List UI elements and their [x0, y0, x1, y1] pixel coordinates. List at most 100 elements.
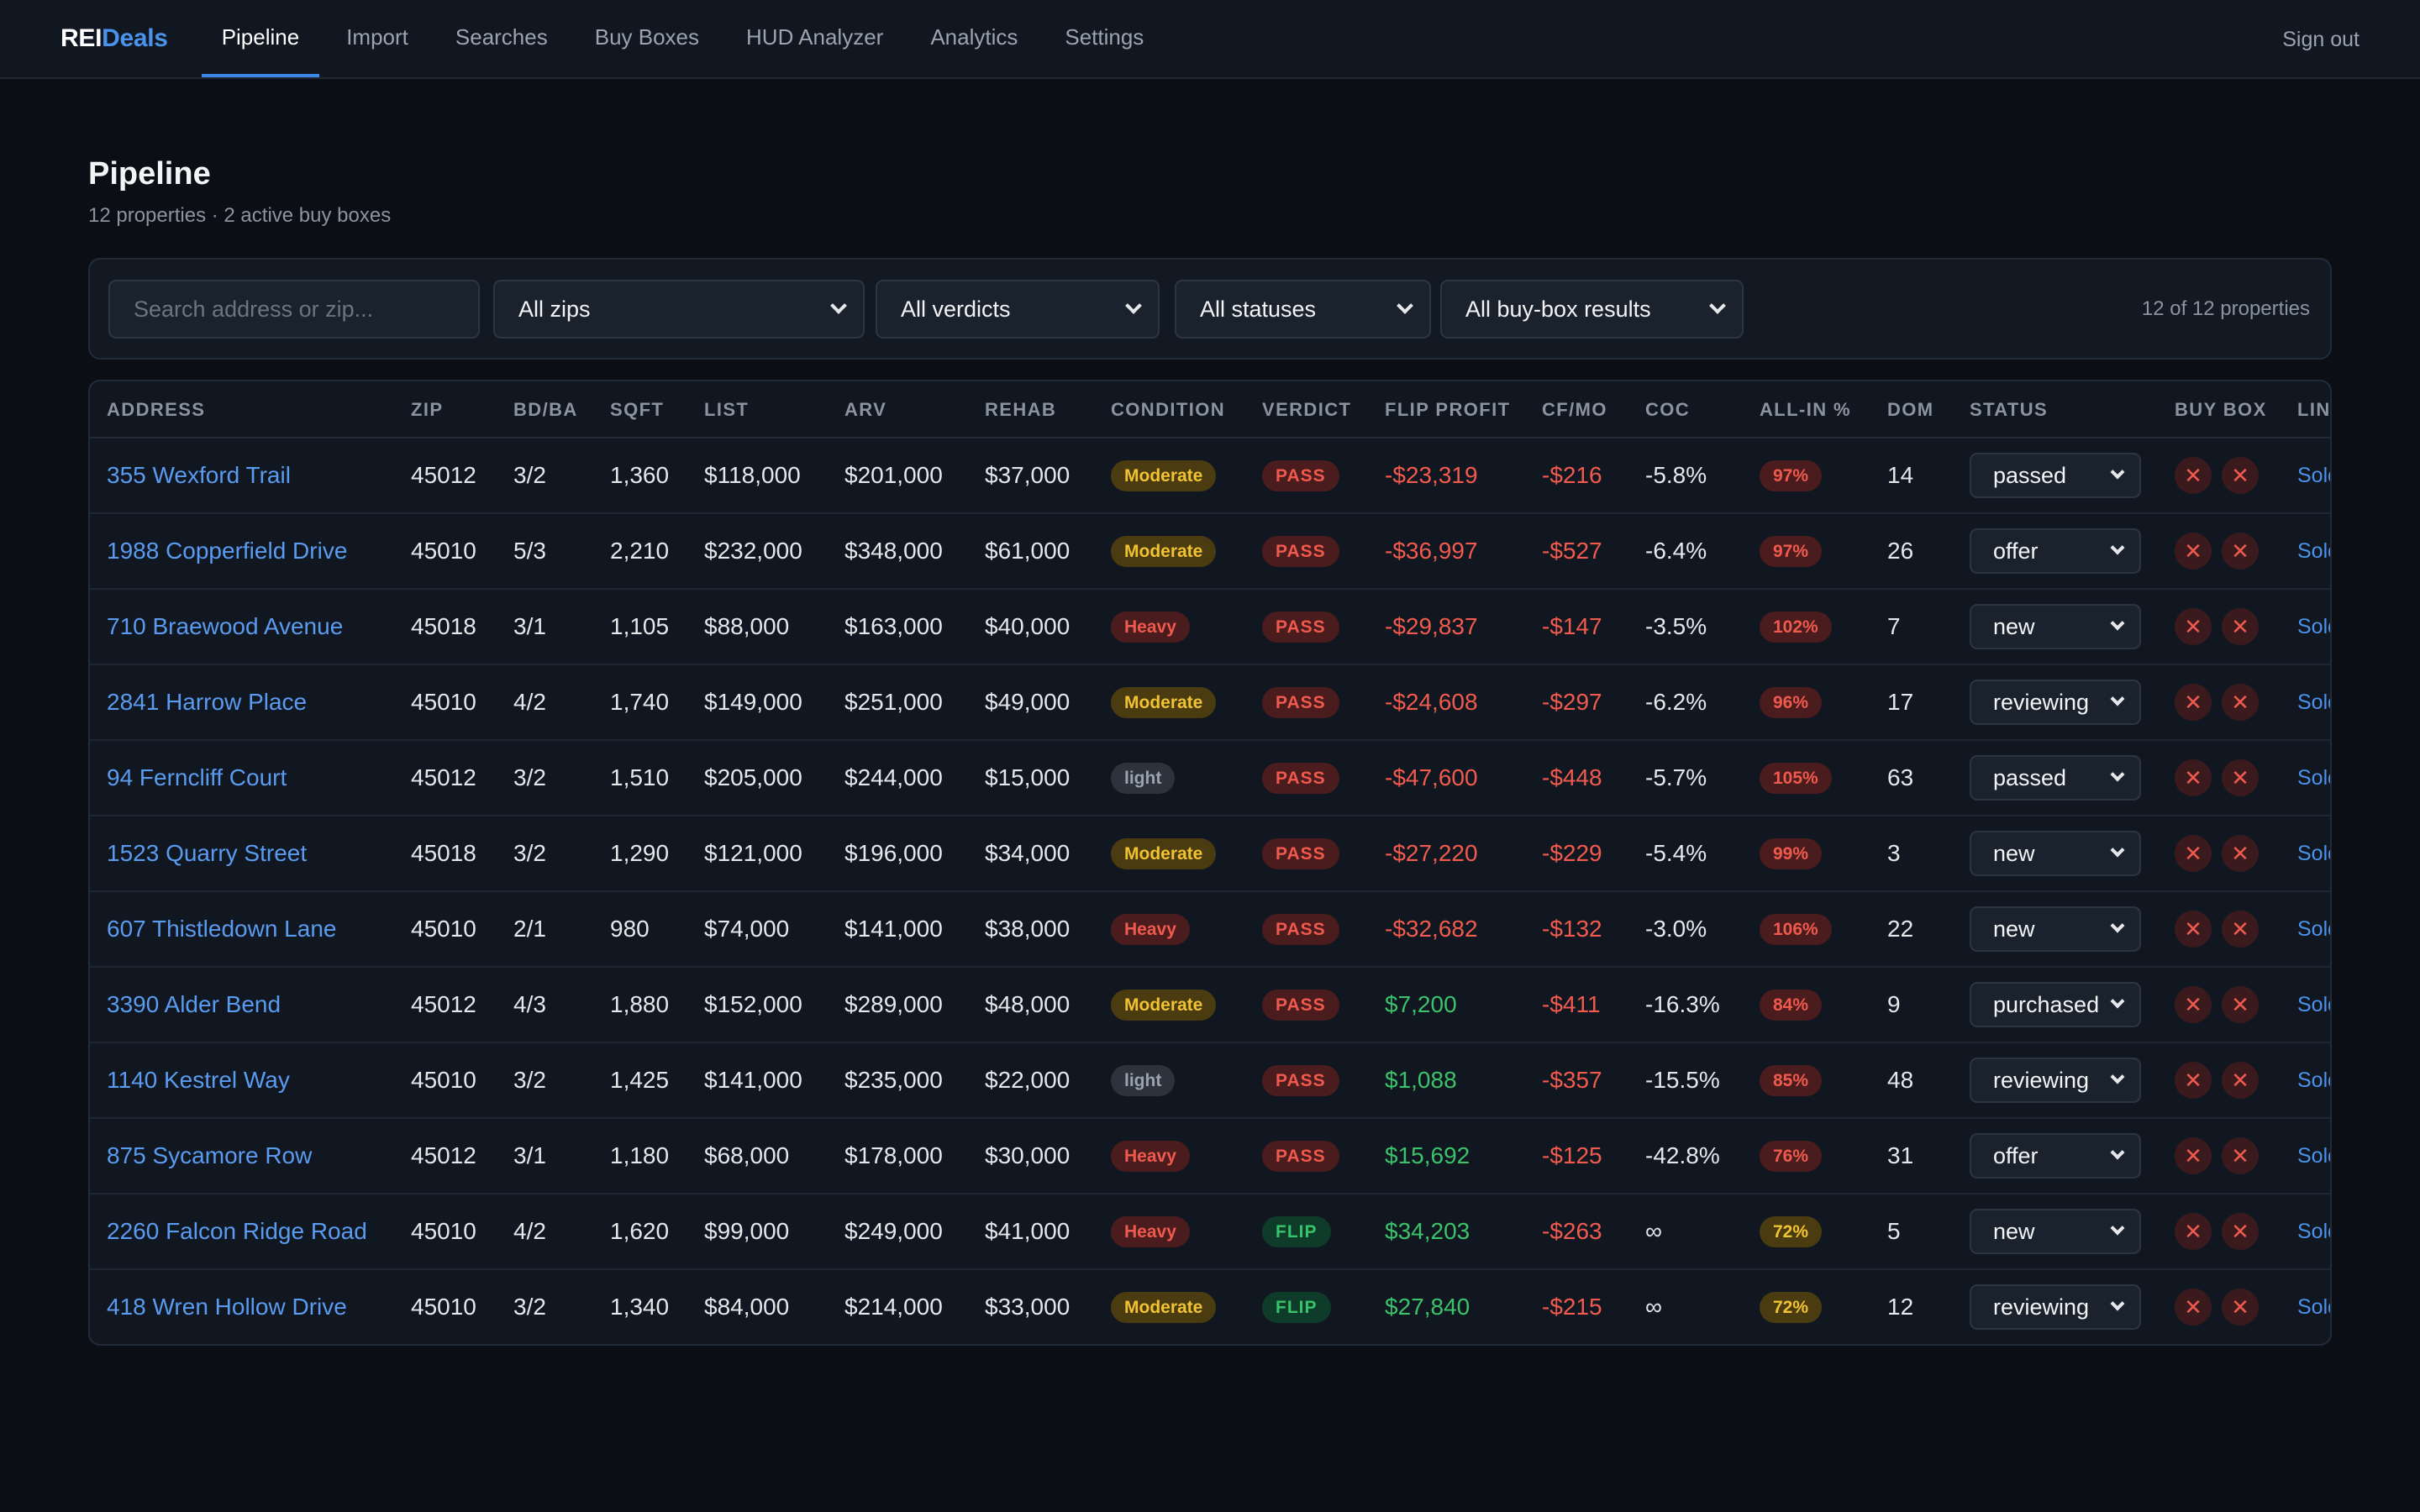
address-link[interactable]: 2841 Harrow Place [107, 689, 308, 715]
address-link[interactable]: 2260 Falcon Ridge Road [107, 1218, 367, 1244]
nav-buy-boxes[interactable]: Buy Boxes [594, 24, 700, 50]
cell-bdba: 3/2 [513, 438, 546, 512]
buybox-fail-icon[interactable]: ✕ [2222, 835, 2259, 872]
buybox-fail-icon[interactable]: ✕ [2175, 608, 2212, 645]
address-link[interactable]: 3390 Alder Bend [107, 991, 281, 1017]
status-select[interactable]: reviewing [1970, 680, 2141, 725]
sold-comps-link[interactable]: Sold [2297, 1143, 2330, 1168]
column-header-verdict[interactable]: VERDICT [1262, 399, 1352, 420]
buybox-fail-icon[interactable]: ✕ [2175, 1062, 2212, 1099]
buybox-fail-icon[interactable]: ✕ [2222, 911, 2259, 948]
status-select[interactable]: new [1970, 604, 2141, 649]
buybox-fail-icon[interactable]: ✕ [2222, 1137, 2259, 1174]
address-link[interactable]: 1523 Quarry Street [107, 840, 308, 866]
column-header-list[interactable]: LIST [704, 399, 750, 420]
column-header-zip[interactable]: ZIP [411, 399, 444, 420]
column-header-bdba[interactable]: BD/BA [513, 399, 578, 420]
status-select[interactable]: new [1970, 1209, 2141, 1254]
column-header-coc[interactable]: COC [1645, 399, 1691, 420]
zip-value: 45010 [411, 1218, 476, 1244]
cell-buybox: ✕ ✕ [2175, 438, 2269, 512]
column-header-dom[interactable]: DOM [1887, 399, 1934, 420]
buybox-fail-icon[interactable]: ✕ [2175, 911, 2212, 948]
status-filter-select[interactable]: All statuses [1175, 280, 1431, 339]
column-header-condition[interactable]: CONDITION [1111, 399, 1226, 420]
status-select[interactable]: reviewing [1970, 1284, 2141, 1330]
column-header-allin[interactable]: ALL-IN % [1760, 399, 1851, 420]
sold-comps-link[interactable]: Sold [2297, 538, 2330, 563]
zip-filter-select[interactable]: All zips [493, 280, 865, 339]
sold-comps-link[interactable]: Sold [2297, 1219, 2330, 1243]
search-input[interactable] [134, 296, 478, 323]
status-select[interactable]: new [1970, 906, 2141, 952]
address-link[interactable]: 94 Ferncliff Court [107, 764, 287, 790]
buybox-fail-icon[interactable]: ✕ [2175, 1137, 2212, 1174]
buybox-fail-icon[interactable]: ✕ [2175, 533, 2212, 570]
sold-comps-link[interactable]: Sold [2297, 690, 2330, 714]
address-link[interactable]: 607 Thistledown Lane [107, 916, 337, 942]
buybox-fail-icon[interactable]: ✕ [2175, 1289, 2212, 1326]
column-header-sqft[interactable]: SQFT [610, 399, 665, 420]
buybox-fail-icon[interactable]: ✕ [2222, 457, 2259, 494]
address-link[interactable]: 1988 Copperfield Drive [107, 538, 348, 564]
column-header-arv[interactable]: ARV [844, 399, 887, 420]
nav-settings[interactable]: Settings [1065, 24, 1144, 50]
column-header-rehab[interactable]: REHAB [985, 399, 1057, 420]
address-link[interactable]: 418 Wren Hollow Drive [107, 1294, 347, 1320]
buybox-fail-icon[interactable]: ✕ [2222, 1213, 2259, 1250]
column-header-flip[interactable]: FLIP PROFIT [1385, 399, 1511, 420]
sold-comps-link[interactable]: Sold [2297, 463, 2330, 487]
buybox-fail-icon[interactable]: ✕ [2175, 986, 2212, 1023]
nav-searches[interactable]: Searches [455, 24, 548, 50]
column-header-buybox[interactable]: BUY BOX [2175, 399, 2267, 420]
sold-comps-link[interactable]: Sold [2297, 1294, 2330, 1319]
nav-analytics[interactable]: Analytics [930, 24, 1018, 50]
buybox-fail-icon[interactable]: ✕ [2222, 1289, 2259, 1326]
buybox-fail-icon[interactable]: ✕ [2222, 1062, 2259, 1099]
address-link[interactable]: 355 Wexford Trail [107, 462, 291, 488]
sold-comps-link[interactable]: Sold [2297, 916, 2330, 941]
address-link[interactable]: 1140 Kestrel Way [107, 1067, 290, 1093]
buybox-fail-icon[interactable]: ✕ [2175, 457, 2212, 494]
column-header-cf[interactable]: CF/MO [1542, 399, 1607, 420]
sold-comps-link[interactable]: Sold [2297, 614, 2330, 638]
cell-arv: $249,000 [844, 1194, 943, 1268]
sold-comps-link[interactable]: Sold [2297, 841, 2330, 865]
sold-comps-link[interactable]: Sold [2297, 1068, 2330, 1092]
status-select[interactable]: passed [1970, 453, 2141, 498]
sold-comps-link[interactable]: Sold [2297, 765, 2330, 790]
buybox-fail-icon[interactable]: ✕ [2175, 835, 2212, 872]
cell-buybox: ✕ ✕ [2175, 968, 2269, 1042]
buybox-fail-icon[interactable]: ✕ [2222, 986, 2259, 1023]
column-header-address[interactable]: ADDRESS [107, 399, 206, 420]
buybox-fail-icon[interactable]: ✕ [2175, 1213, 2212, 1250]
buybox-fail-icon[interactable]: ✕ [2222, 533, 2259, 570]
nav-import[interactable]: Import [346, 24, 408, 50]
address-link[interactable]: 875 Sycamore Row [107, 1142, 313, 1168]
column-header-status[interactable]: STATUS [1970, 399, 2049, 420]
status-select[interactable]: offer [1970, 528, 2141, 574]
status-select[interactable]: reviewing [1970, 1058, 2141, 1103]
rehab-value: $22,000 [985, 1067, 1071, 1093]
column-header-link[interactable]: LIN [2297, 399, 2331, 420]
status-select[interactable]: new [1970, 831, 2141, 876]
buybox-fail-icon[interactable]: ✕ [2222, 608, 2259, 645]
nav-hud-analyzer[interactable]: HUD Analyzer [746, 24, 884, 50]
status-select[interactable]: purchased [1970, 982, 2141, 1027]
cell-arv: $289,000 [844, 968, 943, 1042]
status-select[interactable]: offer [1970, 1133, 2141, 1179]
buybox-fail-icon[interactable]: ✕ [2222, 759, 2259, 796]
verdict-filter-select[interactable]: All verdicts [876, 280, 1160, 339]
buybox-filter-select[interactable]: All buy-box results [1440, 280, 1744, 339]
buybox-fail-icon[interactable]: ✕ [2175, 684, 2212, 721]
buybox-fail-icon[interactable]: ✕ [2175, 759, 2212, 796]
status-select[interactable]: passed [1970, 755, 2141, 801]
flip-profit-value: $34,203 [1385, 1218, 1470, 1244]
brand-logo[interactable]: REI Deals [60, 0, 168, 77]
nav-pipeline[interactable]: Pipeline [201, 0, 320, 77]
buybox-fail-icon[interactable]: ✕ [2222, 684, 2259, 721]
sold-comps-link[interactable]: Sold [2297, 992, 2330, 1016]
sign-out-link[interactable]: Sign out [2282, 27, 2360, 51]
rehab-value: $33,000 [985, 1294, 1071, 1320]
address-link[interactable]: 710 Braewood Avenue [107, 613, 344, 639]
